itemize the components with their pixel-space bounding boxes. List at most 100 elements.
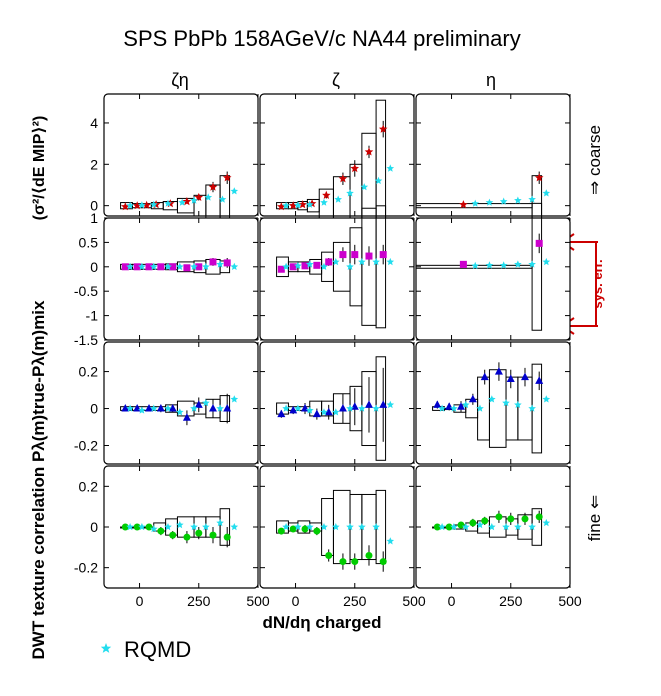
rqmd-point [358,523,366,531]
y-tick-label: -0.2 [74,438,98,454]
rqmd-point [282,523,290,531]
y-tick-label: 1 [90,210,98,226]
rqmd-point [358,404,366,412]
x-axis-label: dN/dη charged [262,613,381,632]
rqmd-point [528,404,536,412]
data-point [364,147,374,156]
y-tick-label: 0.2 [79,364,99,380]
data-point [301,525,309,533]
rqmd-point [386,257,395,266]
data-point [195,529,203,537]
rqmd-point [450,523,458,531]
data-point [208,182,218,191]
panel-r3-c0: 0.2 0 -0.2 0 250 500 [74,465,270,609]
rqmd-point [178,198,186,206]
panel-frame [259,341,415,465]
y-axis-label: DWT texture correlation Pλ(m)true-Pλ(m)m… [29,300,48,659]
rqmd-point [332,408,340,416]
data-point [301,262,309,270]
rqmd-point [488,523,496,531]
data-point [507,515,515,523]
data-point [209,258,217,266]
rqmd-point [305,200,314,208]
data-point [365,252,373,260]
y-tick-label: 4 [90,115,98,131]
rqmd-point [499,197,508,205]
sys-error-box [219,508,231,546]
panel-r1-c1 [259,205,415,341]
data-point [169,531,177,539]
rqmd-point [164,523,172,531]
rqmd-point [216,404,224,412]
x-tick-label: 500 [402,593,426,609]
y-tick-label: 0.2 [79,478,99,494]
data-point [520,372,529,381]
data-point [121,404,130,412]
rqmd-point [138,523,146,531]
x-tick-label: 0 [448,593,456,609]
rqmd-point [176,408,184,416]
data-point [183,533,191,541]
rqmd-point [216,260,224,268]
rqmd-point [471,261,479,270]
data-point [459,200,468,209]
rqmd-point [360,183,369,191]
data-point [194,192,203,201]
row-label-fine-group: fine ⇐ [585,495,604,541]
rqmd-point [126,523,134,531]
data-point [535,376,544,384]
data-point [121,263,129,271]
rqmd-point [149,404,158,412]
panel-r3-c2: 0 250 500 [415,465,582,609]
data-point [534,173,544,182]
data-point [182,413,191,421]
data-point [289,525,297,533]
data-point [222,173,232,182]
data-point [338,174,348,183]
data-point [350,163,359,173]
rqmd-point [461,523,470,531]
x-tick-label: 250 [187,593,211,609]
legend: RQMD [100,637,191,662]
data-point [277,265,285,273]
data-point [183,264,191,272]
rqmd-point [514,260,522,268]
rqmd-point [542,518,551,527]
data-point [468,394,477,403]
data-point [298,200,307,209]
data-point [194,400,203,408]
rqmd-point [514,523,522,531]
rqmd-point [372,523,380,531]
rqmd-point [149,262,158,270]
data-point [339,558,347,566]
data-point [208,404,217,412]
rqmd-point [305,523,314,531]
y-tick-label: 0 [90,401,98,417]
x-tick-label: 0 [292,593,300,609]
rqmd-point [528,523,536,531]
data-point [494,367,503,375]
rqmd-point [514,400,522,409]
data-point [469,519,477,527]
data-point [433,400,442,408]
rqmd-point [438,404,446,412]
data-point [145,404,154,412]
data-point [325,551,333,559]
rqmd-point [202,523,210,531]
panel-r2-c0: 0.2 0 -0.2 [74,341,259,465]
data-point [351,558,359,566]
y-tick-label: 0 [90,259,98,275]
rqmd-point [282,404,290,412]
panel-r2-c1 [259,341,415,465]
panel-frame [259,217,415,341]
rqmd-point [461,400,470,409]
data-point [378,124,388,133]
panel-r1-c2 [415,202,571,341]
data-point [365,551,373,559]
rqmd-point [476,521,484,529]
panel-frame [103,341,259,465]
data-point [535,239,543,247]
data-point [277,202,286,211]
data-point [223,404,232,412]
data-point [182,197,192,206]
